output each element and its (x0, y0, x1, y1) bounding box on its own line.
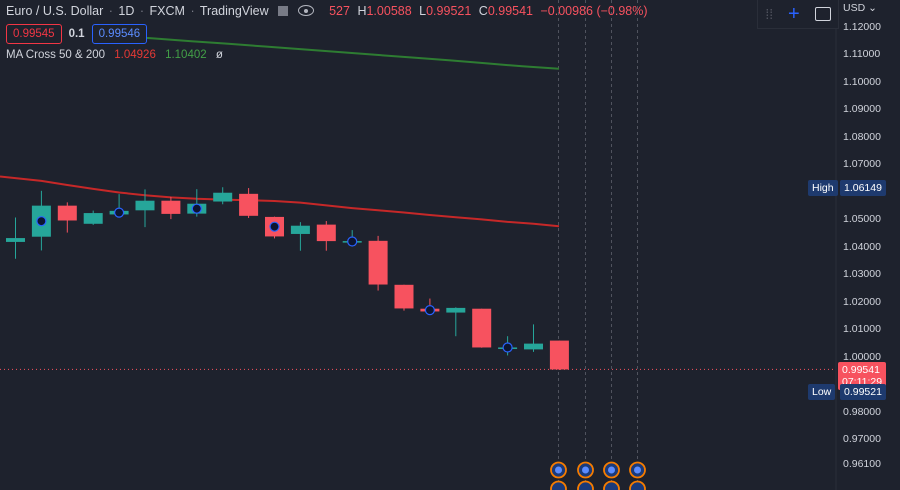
candle-body (446, 307, 466, 313)
price-tick-label: 0.97000 (843, 433, 881, 446)
symbol-header: Euro / U.S. Dollar · 1D · FXCM · Trading… (6, 4, 648, 18)
candle-body (135, 200, 155, 211)
open-value-partial: 527 (329, 4, 350, 18)
square-icon[interactable] (278, 6, 289, 16)
candle-body (213, 192, 233, 202)
close-label: C (478, 4, 488, 18)
floating-toolbar: ⁞⁞ + (757, 0, 839, 29)
price-tick-label: 1.11000 (843, 48, 881, 61)
candle-body (316, 224, 336, 242)
candle-body (472, 308, 492, 348)
indicator-legend[interactable]: MA Cross 50 & 200 1.04926 1.10402 ø (6, 49, 223, 61)
indicator-symbol: ø (215, 49, 223, 61)
price-tick-label: 1.00000 (843, 350, 881, 363)
price-tick-label: 1.01000 (843, 323, 881, 336)
interval[interactable]: 1D (118, 4, 135, 18)
candle-body (524, 343, 543, 350)
high-tag-label: High (812, 181, 834, 194)
event-marker-icon (113, 207, 125, 218)
price-tick-label: 1.10000 (843, 75, 881, 88)
event-marker-icon (269, 221, 280, 232)
price-tick-label: 1.09000 (843, 103, 881, 116)
price-tick-label: 1.08000 (843, 130, 881, 143)
ma-50-line (0, 175, 560, 228)
event-marker-icon (424, 304, 435, 316)
candle-body (394, 284, 414, 309)
low-label-tag: Low (808, 383, 836, 400)
high-value: 1.00588 (366, 4, 412, 18)
ma-200-line (117, 34, 560, 70)
candle-body (6, 238, 25, 242)
candle-body (290, 225, 310, 234)
indicator-slow-value: 1.10402 (165, 49, 207, 61)
price-tick-label: 1.12000 (843, 21, 881, 33)
low-label: L (419, 4, 427, 18)
price-tick-label: 0.96100 (843, 458, 881, 470)
drag-handle-icon[interactable]: ⁞⁞ (765, 6, 774, 22)
high-price-tag: 1.06149 (840, 179, 886, 196)
flag-event-icon (550, 480, 567, 490)
crosshair-icon[interactable]: + (788, 3, 800, 25)
low-tag-value: 0.99521 (844, 385, 882, 398)
flag-event-icon (603, 480, 620, 490)
currency-dropdown[interactable]: USD ⌄ (843, 2, 877, 14)
low-tag-label: Low (812, 385, 832, 398)
flag-event-icon (629, 480, 646, 490)
moving-averages (0, 34, 560, 228)
comment-icon[interactable] (814, 7, 831, 21)
candle-body (161, 200, 181, 214)
candle-body (83, 213, 103, 224)
high-tag-value: 1.06149 (844, 181, 882, 194)
buy-button[interactable]: 0.99546 (91, 24, 148, 44)
current-price-value: 0.99541 (842, 364, 880, 377)
indicator-name: MA Cross 50 & 200 (6, 49, 106, 61)
calendar-event-icon-dot (608, 466, 615, 474)
event-marker-icon (191, 203, 202, 214)
trade-buttons: 0.99545 0.1 0.99546 (6, 24, 148, 44)
spread-value: 0.1 (68, 28, 85, 40)
candle-body (368, 240, 388, 285)
calendar-event-icon-dot (634, 466, 641, 474)
event-marker-icon (502, 342, 513, 353)
source: TradingView (199, 4, 269, 18)
candle-body (57, 205, 77, 221)
indicator-fast-value: 1.04926 (114, 49, 156, 61)
change-value: −0.00986 (−0.98%) (540, 4, 648, 18)
event-vertical-lines (558, 0, 638, 490)
price-tick-label: 0.98000 (843, 405, 881, 418)
high-label: H (357, 4, 367, 18)
price-tick-label: 1.04000 (843, 240, 881, 253)
calendar-event-icon-dot (555, 466, 562, 474)
candle-body (239, 193, 259, 216)
event-marker-icon (36, 216, 47, 227)
flag-event-icon (577, 480, 594, 490)
high-label-tag: High (808, 179, 838, 196)
low-value: 0.99521 (426, 4, 472, 18)
symbol-name[interactable]: Euro / U.S. Dollar (6, 4, 104, 18)
eye-icon[interactable] (297, 5, 314, 16)
exchange: FXCM (149, 4, 185, 18)
currency-label: USD (843, 2, 866, 14)
event-markers[interactable] (36, 203, 646, 490)
low-price-tag: 0.99521 (840, 383, 886, 400)
calendar-event-icon-dot (582, 466, 589, 474)
price-tick-label: 1.07000 (843, 158, 881, 171)
candle-body (549, 340, 569, 370)
price-tick-label: 1.02000 (843, 295, 881, 308)
event-marker-icon (347, 236, 358, 247)
sell-button[interactable]: 0.99545 (6, 24, 62, 44)
price-tick-label: 1.03000 (843, 268, 881, 281)
price-tick-label: 1.05000 (843, 213, 881, 226)
close-value: 0.99541 (487, 4, 533, 18)
